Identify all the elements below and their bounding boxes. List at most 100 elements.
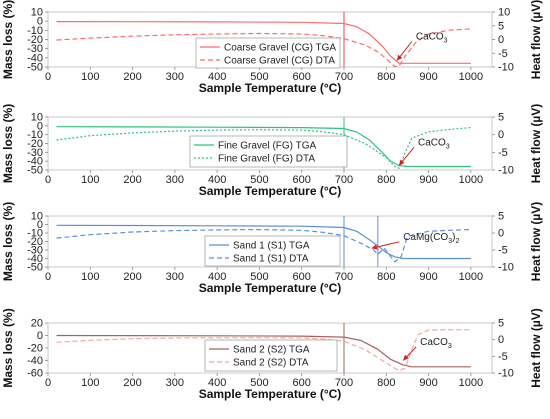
- x-tick-label: 300: [166, 377, 184, 389]
- y-tick-label: -10: [27, 25, 43, 37]
- y2-tick-label: -5: [498, 48, 508, 60]
- y-tick-label: -30: [27, 43, 43, 55]
- x-tick-label: 200: [123, 71, 141, 83]
- x-tick-label: 700: [335, 174, 353, 186]
- annotation-label: CaCO3: [418, 137, 450, 150]
- y2-tick-label: 5: [498, 211, 504, 223]
- legend: Coarse Gravel (CG) TGA Coarse Gravel (CG)…: [195, 37, 341, 69]
- x-tick-label: 300: [166, 71, 184, 83]
- y-tick-label: 0: [37, 120, 43, 132]
- series-line-dta: [56, 329, 471, 372]
- annotation: CaCO3: [396, 32, 448, 61]
- y-tick-label: -10: [27, 228, 43, 240]
- x-tick-label: 800: [377, 71, 395, 83]
- x-tick-label: 100: [81, 174, 99, 186]
- x-tick-label: 1000: [459, 71, 483, 83]
- x-tick-label: 700: [335, 377, 353, 389]
- y-tick-label: -30: [27, 147, 43, 159]
- x-tick-label: 500: [250, 377, 268, 389]
- y2-tick-label: -10: [498, 62, 514, 74]
- annotation-label: CaCO3: [420, 337, 452, 350]
- legend-label: Sand 2 (S2) DTA: [233, 358, 309, 369]
- x-tick-label: 400: [208, 174, 226, 186]
- y2-tick-label: -10: [498, 368, 514, 380]
- x-axis-title: Sample Temperature (°C): [199, 387, 342, 401]
- x-axis-title: Sample Temperature (°C): [199, 281, 342, 295]
- x-tick-label: 200: [123, 271, 141, 283]
- x-tick-label: 100: [81, 377, 99, 389]
- y-tick-label: 20: [31, 318, 43, 330]
- annotation: CaCO3: [398, 137, 450, 166]
- y2-tick-label: -5: [498, 351, 508, 363]
- annotation: CaMg(CO3)2: [371, 232, 459, 250]
- x-tick-label: 800: [377, 271, 395, 283]
- x-tick-label: 200: [123, 174, 141, 186]
- x-tick-label: 0: [45, 271, 51, 283]
- legend-box: [189, 135, 348, 168]
- y-tick-label: 0: [37, 330, 43, 342]
- legend-label: Coarse Gravel (CG) TGA: [224, 43, 336, 54]
- annotation-label: CaCO3: [416, 32, 448, 45]
- x-tick-label: 1000: [459, 377, 483, 389]
- y2-axis-title: Heat flow (µV): [529, 202, 543, 282]
- y-axis-title: Mass loss (%): [1, 0, 15, 79]
- annotation-arrowhead: [371, 244, 378, 250]
- x-tick-label: 700: [335, 271, 353, 283]
- x-tick-label: 500: [250, 174, 268, 186]
- y2-tick-label: 0: [498, 34, 504, 46]
- y-axis-title: Mass loss (%): [1, 202, 15, 281]
- legend-label: Fine Gravel (FG) TGA: [218, 141, 316, 152]
- x-tick-label: 100: [81, 271, 99, 283]
- x-tick-label: 600: [293, 174, 311, 186]
- x-tick-label: 800: [377, 174, 395, 186]
- y2-tick-label: 0: [498, 228, 504, 240]
- x-tick-label: 900: [419, 377, 437, 389]
- y2-tick-label: -5: [498, 245, 508, 257]
- legend-label: Fine Gravel (FG) DTA: [218, 154, 315, 165]
- y2-tick-label: -5: [498, 147, 508, 159]
- y2-axis-title: Heat flow (µV): [529, 308, 543, 388]
- y-tick-label: -60: [27, 368, 43, 380]
- y2-tick-label: 5: [498, 318, 504, 330]
- y2-tick-label: 5: [498, 20, 504, 32]
- annotation: CaCO3: [402, 337, 452, 361]
- x-tick-label: 0: [45, 377, 51, 389]
- annotation-arrowhead: [396, 54, 403, 61]
- x-tick-label: 400: [208, 271, 226, 283]
- y2-tick-label: 5: [498, 112, 504, 124]
- x-tick-label: 0: [45, 174, 51, 186]
- x-tick-label: 500: [250, 71, 268, 83]
- x-tick-label: 900: [419, 271, 437, 283]
- y2-tick-label: -10: [498, 165, 514, 177]
- annotation-arrowhead: [398, 159, 405, 166]
- legend-box: [195, 37, 341, 69]
- x-tick-label: 600: [293, 377, 311, 389]
- y-tick-label: -20: [27, 236, 43, 248]
- y-tick-label: 10: [31, 7, 43, 19]
- y-tick-label: -20: [27, 34, 43, 46]
- y-tick-label: 0: [37, 219, 43, 231]
- y-tick-label: -40: [27, 253, 43, 265]
- series-line-tga: [56, 334, 471, 368]
- series-line-dta: [56, 28, 471, 68]
- legend-box: [204, 339, 338, 372]
- y-tick-label: -50: [27, 62, 43, 74]
- y2-tick-label: -10: [498, 262, 514, 274]
- annotation-label: CaMg(CO3)2: [403, 232, 459, 245]
- y2-tick-label: 10: [498, 7, 510, 19]
- legend-label: Sand 1 (S1) TGA: [233, 241, 310, 252]
- y-tick-label: 10: [31, 112, 43, 124]
- series-line-dta: [56, 127, 471, 169]
- x-tick-label: 200: [123, 377, 141, 389]
- y-tick-label: -20: [27, 343, 43, 355]
- y-tick-label: -20: [27, 138, 43, 150]
- y-tick-label: -40: [27, 355, 43, 367]
- x-tick-label: 600: [293, 71, 311, 83]
- legend: Sand 2 (S2) TGA Sand 2 (S2) DTA: [204, 339, 338, 372]
- y-tick-label: -30: [27, 245, 43, 257]
- x-axis-title: Sample Temperature (°C): [199, 81, 342, 95]
- x-axis-title: Sample Temperature (°C): [199, 184, 342, 198]
- series-line-dta: [56, 228, 471, 263]
